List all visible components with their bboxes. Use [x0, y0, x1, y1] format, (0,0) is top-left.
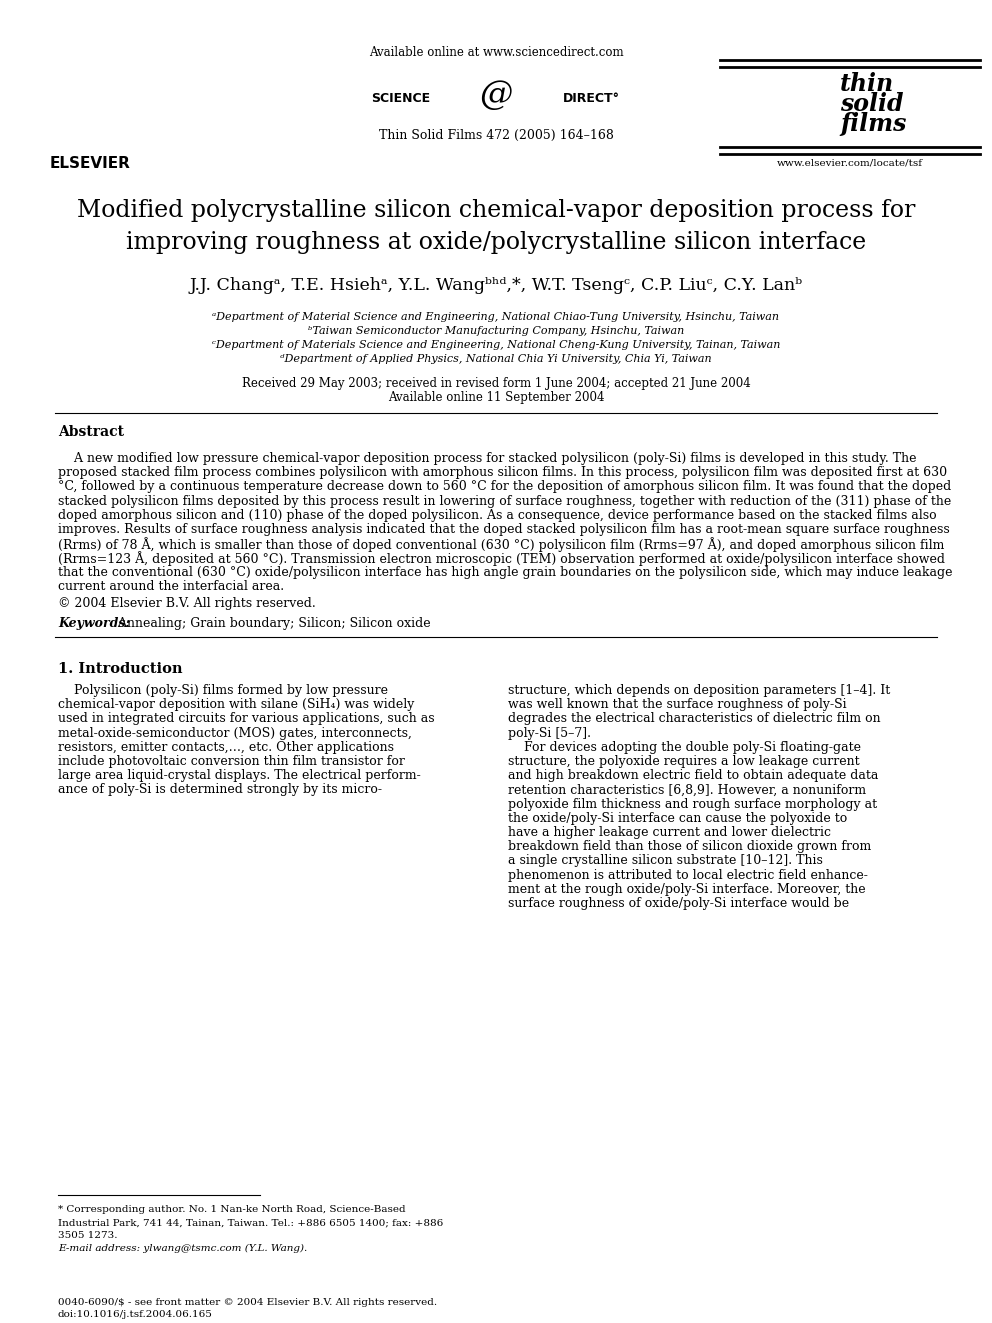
- Text: and high breakdown electric field to obtain adequate data: and high breakdown electric field to obt…: [508, 769, 878, 782]
- Text: used in integrated circuits for various applications, such as: used in integrated circuits for various …: [58, 712, 434, 725]
- Text: A new modified low pressure chemical-vapor deposition process for stacked polysi: A new modified low pressure chemical-vap…: [58, 452, 917, 464]
- Text: breakdown field than those of silicon dioxide grown from: breakdown field than those of silicon di…: [508, 840, 871, 853]
- Text: retention characteristics [6,8,9]. However, a nonuniform: retention characteristics [6,8,9]. Howev…: [508, 783, 866, 796]
- Text: ᶜDepartment of Materials Science and Engineering, National Cheng-Kung University: ᶜDepartment of Materials Science and Eng…: [212, 340, 780, 351]
- Text: ELSEVIER: ELSEVIER: [50, 156, 130, 171]
- Text: Polysilicon (poly-Si) films formed by low pressure: Polysilicon (poly-Si) films formed by lo…: [58, 684, 388, 697]
- Text: °C, followed by a continuous temperature decrease down to 560 °C for the deposit: °C, followed by a continuous temperature…: [58, 480, 951, 493]
- Text: SCIENCE: SCIENCE: [371, 91, 430, 105]
- Text: Received 29 May 2003; received in revised form 1 June 2004; accepted 21 June 200: Received 29 May 2003; received in revise…: [242, 377, 750, 389]
- Text: 0040-6090/$ - see front matter © 2004 Elsevier B.V. All rights reserved.: 0040-6090/$ - see front matter © 2004 El…: [58, 1298, 437, 1307]
- Text: ᵇTaiwan Semiconductor Manufacturing Company, Hsinchu, Taiwan: ᵇTaiwan Semiconductor Manufacturing Comp…: [308, 325, 684, 336]
- Text: 1. Introduction: 1. Introduction: [58, 662, 183, 676]
- Text: Available online 11 September 2004: Available online 11 September 2004: [388, 390, 604, 404]
- Text: surface roughness of oxide/poly-Si interface would be: surface roughness of oxide/poly-Si inter…: [508, 897, 849, 910]
- Text: improves. Results of surface roughness analysis indicated that the doped stacked: improves. Results of surface roughness a…: [58, 523, 949, 536]
- Text: resistors, emitter contacts,…, etc. Other applications: resistors, emitter contacts,…, etc. Othe…: [58, 741, 394, 754]
- Text: have a higher leakage current and lower dielectric: have a higher leakage current and lower …: [508, 826, 831, 839]
- Text: ᵈDepartment of Applied Physics, National Chia Yi University, Chia Yi, Taiwan: ᵈDepartment of Applied Physics, National…: [280, 355, 712, 364]
- Text: that the conventional (630 °C) oxide/polysilicon interface has high angle grain : that the conventional (630 °C) oxide/pol…: [58, 566, 952, 578]
- Text: degrades the electrical characteristics of dielectric film on: degrades the electrical characteristics …: [508, 712, 881, 725]
- Text: films: films: [840, 112, 907, 136]
- Text: Available online at www.sciencedirect.com: Available online at www.sciencedirect.co…: [369, 45, 623, 58]
- Text: © 2004 Elsevier B.V. All rights reserved.: © 2004 Elsevier B.V. All rights reserved…: [58, 597, 315, 610]
- Text: metal-oxide-semiconductor (MOS) gates, interconnects,: metal-oxide-semiconductor (MOS) gates, i…: [58, 726, 412, 740]
- Text: was well known that the surface roughness of poly-Si: was well known that the surface roughnes…: [508, 699, 846, 712]
- Text: include photovoltaic conversion thin film transistor for: include photovoltaic conversion thin fil…: [58, 755, 405, 767]
- Text: phenomenon is attributed to local electric field enhance-: phenomenon is attributed to local electr…: [508, 869, 868, 881]
- Text: (Rrms=123 Å, deposited at 560 °C). Transmission electron microscopic (TEM) obser: (Rrms=123 Å, deposited at 560 °C). Trans…: [58, 552, 945, 566]
- Text: Industrial Park, 741 44, Tainan, Taiwan. Tel.: +886 6505 1400; fax: +886: Industrial Park, 741 44, Tainan, Taiwan.…: [58, 1218, 443, 1226]
- Text: www.elsevier.com/locate/tsf: www.elsevier.com/locate/tsf: [777, 159, 923, 168]
- Text: E-mail address: ylwang@tsmc.com (Y.L. Wang).: E-mail address: ylwang@tsmc.com (Y.L. Wa…: [58, 1244, 308, 1253]
- Text: thin: thin: [840, 71, 894, 97]
- Text: (Rrms) of 78 Å, which is smaller than those of doped conventional (630 °C) polys: (Rrms) of 78 Å, which is smaller than th…: [58, 537, 944, 552]
- Text: chemical-vapor deposition with silane (SiH₄) was widely: chemical-vapor deposition with silane (S…: [58, 699, 415, 712]
- Text: * Corresponding author. No. 1 Nan-ke North Road, Science-Based: * Corresponding author. No. 1 Nan-ke Nor…: [58, 1205, 406, 1215]
- Text: a single crystalline silicon substrate [10–12]. This: a single crystalline silicon substrate […: [508, 855, 823, 868]
- Text: ᵃDepartment of Material Science and Engineering, National Chiao-Tung University,: ᵃDepartment of Material Science and Engi…: [212, 312, 780, 321]
- Text: current around the interfacial area.: current around the interfacial area.: [58, 579, 284, 593]
- Text: ment at the rough oxide/poly-Si interface. Moreover, the: ment at the rough oxide/poly-Si interfac…: [508, 882, 866, 896]
- Text: structure, the polyoxide requires a low leakage current: structure, the polyoxide requires a low …: [508, 755, 860, 767]
- Text: Thin Solid Films 472 (2005) 164–168: Thin Solid Films 472 (2005) 164–168: [379, 128, 613, 142]
- Text: Annealing; Grain boundary; Silicon; Silicon oxide: Annealing; Grain boundary; Silicon; Sili…: [114, 617, 431, 630]
- Text: doped amorphous silicon and (110) phase of the doped polysilicon. As a consequen: doped amorphous silicon and (110) phase …: [58, 509, 936, 521]
- Text: large area liquid-crystal displays. The electrical perform-: large area liquid-crystal displays. The …: [58, 769, 421, 782]
- Text: DIRECT°: DIRECT°: [563, 91, 620, 105]
- Text: stacked polysilicon films deposited by this process result in lowering of surfac: stacked polysilicon films deposited by t…: [58, 495, 951, 508]
- Text: solid: solid: [840, 93, 904, 116]
- Text: Modified polycrystalline silicon chemical-vapor deposition process for: Modified polycrystalline silicon chemica…: [76, 198, 916, 221]
- Text: Keywords:: Keywords:: [58, 617, 130, 630]
- Text: J.J. Changᵃ, T.E. Hsiehᵃ, Y.L. Wangᵇʰᵈ,*, W.T. Tsengᶜ, C.P. Liuᶜ, C.Y. Lanᵇ: J.J. Changᵃ, T.E. Hsiehᵃ, Y.L. Wangᵇʰᵈ,*…: [189, 277, 803, 294]
- Text: poly-Si [5–7].: poly-Si [5–7].: [508, 726, 591, 740]
- Text: improving roughness at oxide/polycrystalline silicon interface: improving roughness at oxide/polycrystal…: [126, 232, 866, 254]
- Text: the oxide/poly-Si interface can cause the polyoxide to: the oxide/poly-Si interface can cause th…: [508, 812, 847, 824]
- Text: For devices adopting the double poly-Si floating-gate: For devices adopting the double poly-Si …: [508, 741, 861, 754]
- Text: @: @: [479, 79, 513, 111]
- Text: proposed stacked film process combines polysilicon with amorphous silicon films.: proposed stacked film process combines p…: [58, 466, 947, 479]
- Text: Abstract: Abstract: [58, 425, 124, 439]
- Text: polyoxide film thickness and rough surface morphology at: polyoxide film thickness and rough surfa…: [508, 798, 877, 811]
- Text: doi:10.1016/j.tsf.2004.06.165: doi:10.1016/j.tsf.2004.06.165: [58, 1310, 213, 1319]
- Text: structure, which depends on deposition parameters [1–4]. It: structure, which depends on deposition p…: [508, 684, 890, 697]
- Text: ance of poly-Si is determined strongly by its micro-: ance of poly-Si is determined strongly b…: [58, 783, 382, 796]
- Text: 3505 1273.: 3505 1273.: [58, 1230, 117, 1240]
